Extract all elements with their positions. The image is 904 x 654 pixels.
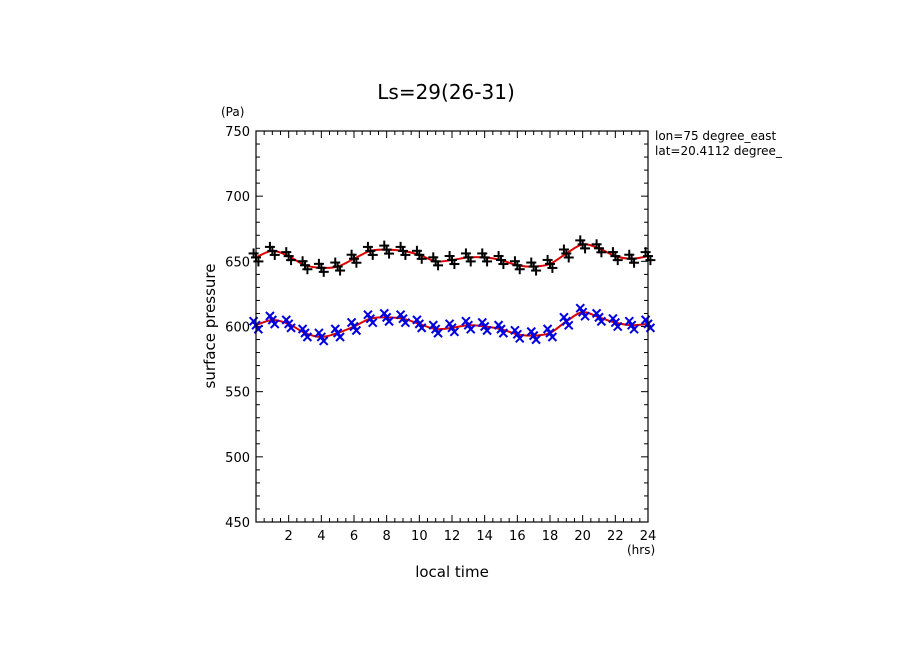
data-point — [330, 324, 345, 342]
data-point — [558, 244, 574, 263]
data-point — [395, 241, 411, 260]
data-point — [477, 317, 492, 336]
annotation-lon: lon=75 degree_east — [655, 129, 776, 143]
data-point — [510, 325, 525, 344]
x-tick-label: 2 — [285, 529, 293, 544]
data-point — [607, 247, 623, 266]
data-point — [460, 248, 476, 267]
x-tick-label: 8 — [383, 529, 391, 544]
data-point — [314, 328, 329, 346]
data-point — [330, 257, 346, 276]
y-tick-label: 750 — [225, 125, 250, 140]
data-point — [591, 308, 607, 327]
data-point — [395, 309, 411, 328]
data-point — [281, 315, 296, 333]
x-tick-label: 16 — [509, 529, 526, 544]
x-tick-label: 12 — [444, 529, 461, 544]
data-point — [624, 316, 639, 334]
x-tick-label: 20 — [574, 529, 591, 544]
data-point — [281, 247, 297, 266]
data-point — [379, 308, 394, 327]
x-tick-label: 4 — [317, 529, 325, 544]
data-point — [313, 258, 329, 277]
data-point — [526, 326, 541, 345]
data-point — [346, 249, 362, 268]
x-tick-label: 6 — [350, 529, 358, 544]
y-tick-label: 500 — [225, 451, 250, 466]
data-point — [624, 249, 640, 268]
data-point — [591, 239, 607, 258]
data-point — [411, 245, 427, 264]
data-point — [297, 256, 313, 275]
data-point — [346, 317, 362, 336]
data-point — [264, 241, 280, 260]
y-unit-label: (Pa) — [221, 105, 244, 119]
x-tick-label: 22 — [607, 529, 624, 544]
y-tick-label: 700 — [225, 190, 250, 205]
y-tick-label: 650 — [225, 255, 250, 270]
data-point — [608, 313, 623, 332]
data-point — [428, 320, 443, 338]
x-tick-label: 18 — [542, 529, 559, 544]
data-point — [444, 251, 460, 270]
x-tick-label: 14 — [476, 529, 493, 544]
data-point — [542, 324, 558, 342]
y-tick-label: 450 — [225, 516, 250, 531]
x-tick-label: 24 — [640, 529, 657, 544]
data-point — [412, 315, 427, 333]
data-point — [265, 311, 280, 329]
data-point — [362, 241, 378, 260]
annotation-lat: lat=20.4112 degree_ — [655, 144, 783, 158]
data-point — [428, 252, 444, 271]
plot-frame — [255, 130, 649, 523]
y-axis-label: surface pressure — [201, 264, 219, 389]
chart-title: Ls=29(26-31) — [377, 80, 515, 104]
x-axis-label: local time — [415, 563, 489, 581]
y-tick-label: 600 — [225, 321, 250, 336]
data-point — [477, 248, 493, 267]
data-point — [526, 257, 542, 276]
data-point — [363, 309, 378, 328]
y-tick-label: 550 — [225, 386, 250, 401]
data-point — [575, 303, 590, 321]
data-point — [509, 256, 525, 275]
data-point — [297, 324, 313, 342]
x-tick-label: 10 — [411, 529, 428, 544]
data-point — [559, 312, 574, 330]
data-point — [461, 316, 476, 334]
x-unit-label: (hrs) — [627, 543, 655, 557]
data-point — [493, 251, 509, 270]
data-point — [379, 240, 395, 259]
data-point — [575, 235, 591, 254]
data-point — [542, 254, 558, 273]
data-point — [444, 319, 460, 337]
data-point — [493, 320, 509, 338]
